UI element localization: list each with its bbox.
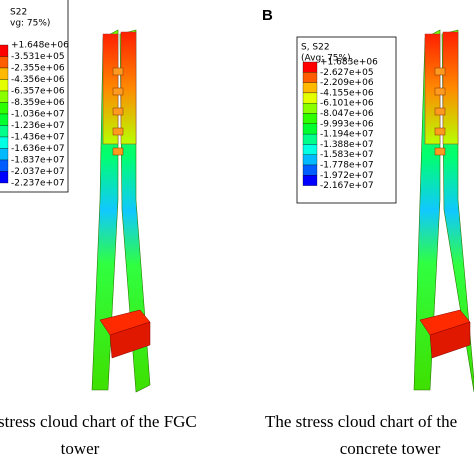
legend-value: -2.355e+06	[11, 64, 65, 74]
legend-color-band	[0, 44, 9, 57]
caption: concrete tower	[340, 439, 441, 458]
legend-color-band	[0, 56, 9, 69]
panel-label: B	[262, 7, 273, 24]
legend-color-band	[0, 136, 9, 149]
legend-subtitle: (Avg: 75%)	[301, 54, 351, 64]
legend-value: -8.359e+06	[11, 98, 65, 108]
legend-color-band	[0, 90, 9, 103]
legend-value: -8.047e+06	[320, 109, 374, 119]
legend-value: -1.194e+07	[320, 130, 374, 140]
legend-value: -2.627e+05	[320, 68, 374, 78]
legend-value: -6.357e+06	[11, 87, 65, 97]
legend-color-band	[302, 72, 318, 83]
concrete-tower-model	[413, 29, 474, 393]
legend-color-band	[302, 133, 318, 145]
legend-box	[0, 0, 69, 193]
legend-color-band	[302, 61, 318, 73]
legend-value: -2.237e+07	[11, 179, 65, 189]
legend-value: -2.167e+07	[320, 181, 374, 191]
legend-value: -1.636e+07	[11, 144, 65, 154]
legend-value: -2.209e+06	[320, 78, 374, 88]
legend-subtitle: vg: 75%)	[10, 19, 50, 29]
legend-color-band	[0, 148, 9, 161]
legend-color-band	[0, 159, 9, 172]
legend-color-band	[0, 102, 9, 115]
legend-value: -1.236e+07	[11, 121, 65, 131]
legend-color-band	[302, 164, 318, 176]
legend-title: S22	[10, 8, 27, 18]
legend-value: +1.648e+06	[11, 41, 69, 51]
caption: The stress cloud chart of the	[265, 412, 457, 431]
legend-color-band	[0, 125, 9, 138]
legend-value: -1.036e+07	[11, 110, 65, 120]
legend-color-band	[302, 82, 318, 94]
legend-color-band	[302, 92, 318, 104]
legend-value: -4.356e+06	[11, 75, 65, 85]
legend-value: -1.388e+07	[320, 140, 374, 150]
legend-value: -1.837e+07	[11, 156, 65, 166]
caption: tower	[61, 439, 100, 458]
legend-value: -1.583e+07	[320, 150, 374, 160]
legend-value: -3.531e+05	[11, 52, 65, 62]
caption: stress cloud chart of the FGC	[0, 412, 197, 431]
legend-title: S, S22	[301, 43, 330, 53]
legend-value: -6.101e+06	[320, 99, 374, 109]
legend-color-band	[0, 79, 9, 92]
legend-value: -1.972e+07	[320, 171, 374, 181]
legend-color-band	[0, 171, 9, 184]
legend-color-band	[302, 175, 318, 186]
legend-color-band	[302, 154, 318, 166]
legend-color-band	[0, 113, 9, 126]
legend-color-band	[302, 123, 318, 135]
legend-value: +1.683e+06	[320, 58, 378, 68]
legend-value: -4.155e+06	[320, 88, 374, 98]
legend-value: -1.778e+07	[320, 161, 374, 171]
legend-value: -9.993e+06	[320, 119, 374, 129]
legend-color-band	[0, 67, 9, 80]
legend-value: -1.436e+07	[11, 133, 65, 143]
fgc-tower-model	[91, 29, 151, 393]
legend-value: -2.037e+07	[11, 167, 65, 177]
legend-color-band	[302, 113, 318, 124]
legend-color-band	[302, 144, 318, 155]
legend-color-band	[302, 103, 318, 114]
